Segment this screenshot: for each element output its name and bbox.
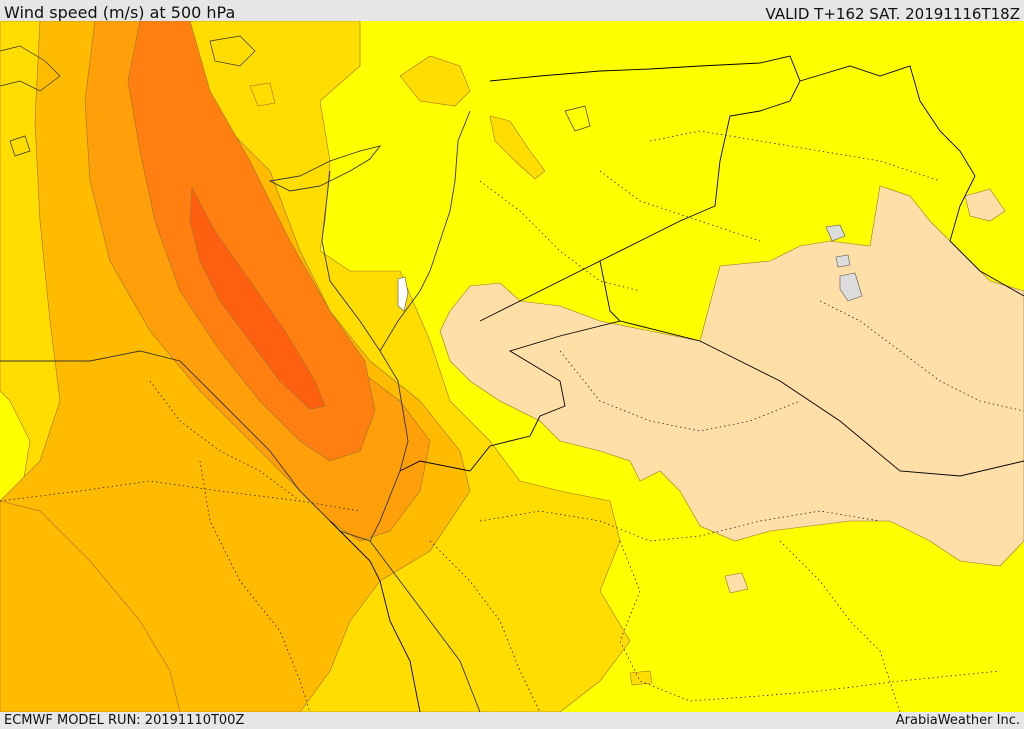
wind-band-5-core xyxy=(189,186,326,410)
lake-2 xyxy=(839,272,863,302)
wind-band-4 xyxy=(127,21,376,462)
coastline-levant xyxy=(379,110,471,352)
low-wind-region xyxy=(439,185,1024,567)
border-3 xyxy=(619,320,1024,477)
lake-3 xyxy=(835,254,851,268)
wind-band-1-blob-north xyxy=(399,55,471,107)
dead-sea xyxy=(397,276,409,312)
credit: ArabiaWeather Inc. xyxy=(895,713,1020,728)
wind-band-2-west xyxy=(0,500,181,712)
coastline-mediterranean xyxy=(0,170,409,542)
coastline-cyprus xyxy=(268,145,382,192)
wind-band-1-blob-syria xyxy=(489,115,546,180)
wind-band-1-blob-small xyxy=(249,82,276,107)
model-run: ECMWF MODEL RUN: 20191110T00Z xyxy=(4,713,245,728)
border-5 xyxy=(329,520,421,712)
valid-time: VALID T+162 SAT. 20191116T18Z xyxy=(765,5,1020,23)
footer-bar: ECMWF MODEL RUN: 20191110T00Z ArabiaWeat… xyxy=(0,712,1024,729)
islands-outlines xyxy=(0,35,591,157)
low-wind-blob-south xyxy=(724,572,749,594)
wind-band-1-blob-south xyxy=(629,670,653,686)
map-canvas xyxy=(0,21,1024,712)
low-wind-blob-east xyxy=(964,188,1006,222)
lake-1 xyxy=(825,224,846,242)
map-title: Wind speed (m/s) at 500 hPa xyxy=(4,3,236,22)
coastline-red-sea xyxy=(369,540,481,712)
border-4 xyxy=(799,65,1024,297)
title-bar: Wind speed (m/s) at 500 hPa VALID T+162 … xyxy=(0,0,1024,23)
dotted-boundaries xyxy=(0,130,1024,712)
wind-speed-map xyxy=(0,21,1024,712)
